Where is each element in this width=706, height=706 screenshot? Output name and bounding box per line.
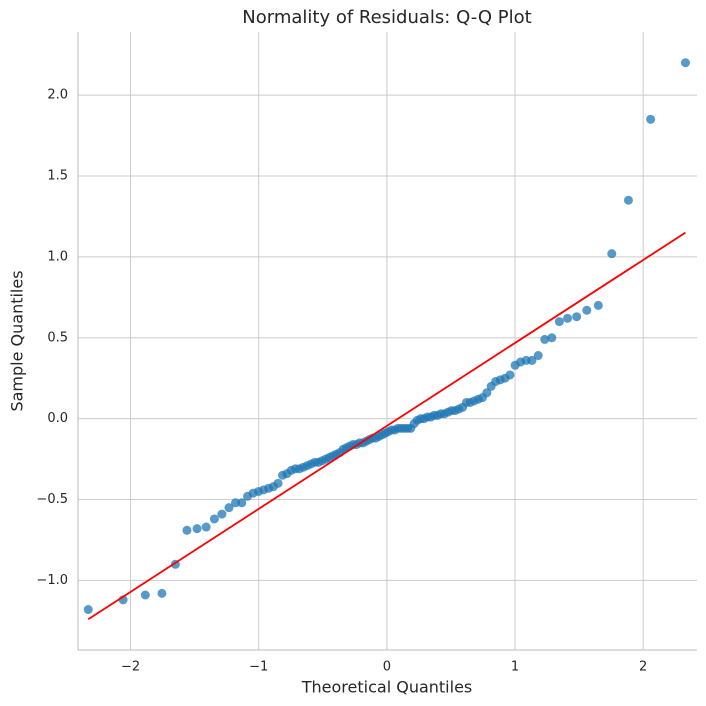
x-axis-label: Theoretical Quantiles [301,678,473,697]
chart-title: Normality of Residuals: Q-Q Plot [242,7,531,28]
x-tick-label: −2 [121,660,140,675]
point [593,300,603,310]
point [623,195,633,205]
point [547,333,557,343]
y-tick-label: −1.0 [36,573,68,588]
point [582,305,592,315]
x-tick-label: −1 [249,660,268,675]
y-tick-label: 1.5 [47,168,68,183]
point [192,524,202,534]
y-tick-label: 1.0 [47,249,68,264]
x-tick-label: 1 [511,660,519,675]
point [237,498,247,508]
point [482,388,492,398]
point [572,312,582,322]
point [209,514,219,524]
point [182,525,192,535]
y-axis-label: Sample Quantiles [8,270,27,411]
point [533,351,543,361]
x-tick-label: 0 [383,660,391,675]
point [527,355,537,365]
point [563,313,573,323]
point [554,317,564,327]
x-tick-label: 2 [639,660,647,675]
point [201,522,211,532]
point [231,498,241,508]
point [607,249,617,259]
point [217,509,227,519]
point [505,370,515,380]
point [680,58,690,68]
point [140,590,150,600]
point [224,503,234,513]
y-tick-label: −0.5 [36,492,68,507]
y-tick-label: 0.5 [47,330,68,345]
point [83,605,93,615]
reference-line [87,231,686,621]
y-tick-label: 2.0 [47,88,68,103]
point [540,334,550,344]
point [273,478,283,488]
y-tick-label: 0.0 [47,411,68,426]
point [646,114,656,124]
point [157,588,167,598]
